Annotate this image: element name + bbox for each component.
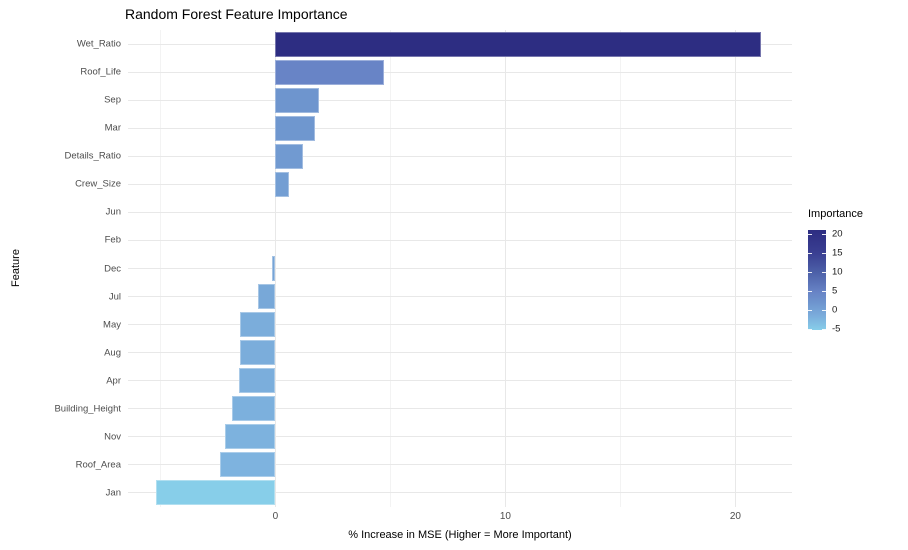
y-tick-label: May <box>103 319 121 331</box>
category-gridline <box>128 127 792 129</box>
bar-details_ratio <box>275 143 304 169</box>
y-tick-label: Aug <box>104 347 121 359</box>
y-tick-label: Crew_Size <box>75 178 121 190</box>
category-gridline <box>128 211 792 213</box>
category-gridline <box>128 380 792 382</box>
bar-apr <box>238 368 276 394</box>
category-gridline <box>128 296 792 298</box>
category-gridline <box>128 183 792 185</box>
category-gridline <box>128 99 792 101</box>
colorbar-tick <box>808 233 812 235</box>
y-tick-label: Wet_Ratio <box>76 38 121 50</box>
chart-title: Random Forest Feature Importance <box>125 6 348 22</box>
y-tick-label: Jan <box>105 487 121 499</box>
x-tick-label: 0 <box>272 511 279 522</box>
category-gridline <box>128 155 792 157</box>
colorbar-tick <box>808 309 812 311</box>
bar-building_height <box>231 396 276 422</box>
y-tick-label: Roof_Area <box>75 459 121 471</box>
plot-panel <box>128 30 792 507</box>
y-tick-label: Details_Ratio <box>64 150 122 162</box>
bar-roof_life <box>275 59 384 85</box>
y-tick-label: Apr <box>106 375 121 387</box>
legend-tick-labels: 20 15 10 5 0 -5 <box>832 228 872 335</box>
category-gridline <box>128 352 792 354</box>
colorbar-tick <box>808 271 812 273</box>
y-tick-label: Feb <box>104 234 121 246</box>
bar-wet_ratio <box>275 31 761 57</box>
x-axis-title: % Increase in MSE (Higher = More Importa… <box>348 529 572 541</box>
legend-tick-label: 0 <box>832 304 838 316</box>
colorbar-tick <box>808 290 812 292</box>
y-tick-label: Roof_Life <box>80 66 121 78</box>
y-tick-label: Dec <box>104 263 121 274</box>
category-gridline <box>128 408 792 410</box>
category-gridline <box>128 324 792 326</box>
colorbar-tick <box>822 328 826 330</box>
colorbar-tick <box>822 252 826 254</box>
legend-tick-label: 20 <box>832 228 843 240</box>
bar-aug <box>239 340 276 366</box>
bar-roof_area <box>220 452 276 478</box>
bar-dec <box>272 256 276 281</box>
category-gridline <box>128 492 792 494</box>
colorbar-tick <box>822 290 826 292</box>
legend-colorbar <box>808 230 826 330</box>
x-tick-label: 10 <box>499 511 511 522</box>
bar-may <box>239 312 276 338</box>
bar-jan <box>155 480 276 506</box>
y-tick-label: Jul <box>108 291 121 303</box>
bar-jul <box>257 284 276 310</box>
colorbar-tick <box>822 271 826 273</box>
y-tick-label: Mar <box>104 122 121 134</box>
y-tick-label: Building_Height <box>54 403 121 415</box>
category-gridline <box>128 239 792 241</box>
colorbar-tick <box>808 252 812 254</box>
colorbar-tick <box>822 233 826 235</box>
legend-tick-label: 15 <box>832 247 843 259</box>
legend-tick-label: 5 <box>832 285 838 297</box>
y-tick-label: Sep <box>104 94 121 106</box>
category-gridline <box>128 71 792 73</box>
bar-sep <box>275 87 320 113</box>
y-tick-label: Jun <box>105 206 121 218</box>
bar-mar <box>275 115 315 141</box>
bar-nov <box>224 424 276 450</box>
legend-title: Importance <box>808 208 864 220</box>
legend-tick-label: -5 <box>832 323 841 335</box>
colorbar-tick <box>808 328 812 330</box>
x-tick-label: 20 <box>729 511 741 522</box>
category-gridline <box>128 464 792 466</box>
legend: Importance 20 15 10 5 0 -5 <box>806 208 906 348</box>
bar-crew_size <box>275 171 290 197</box>
x-axis-tick-labels: 0 10 20 <box>128 511 792 525</box>
category-gridline <box>128 268 792 269</box>
category-gridline <box>128 436 792 438</box>
y-tick-label: Nov <box>104 431 121 443</box>
legend-tick-label: 10 <box>832 266 843 278</box>
y-axis-labels: Wet_Ratio Roof_Life Sep Mar Details_Ratio Cre… <box>0 30 121 507</box>
colorbar-tick <box>822 309 826 311</box>
